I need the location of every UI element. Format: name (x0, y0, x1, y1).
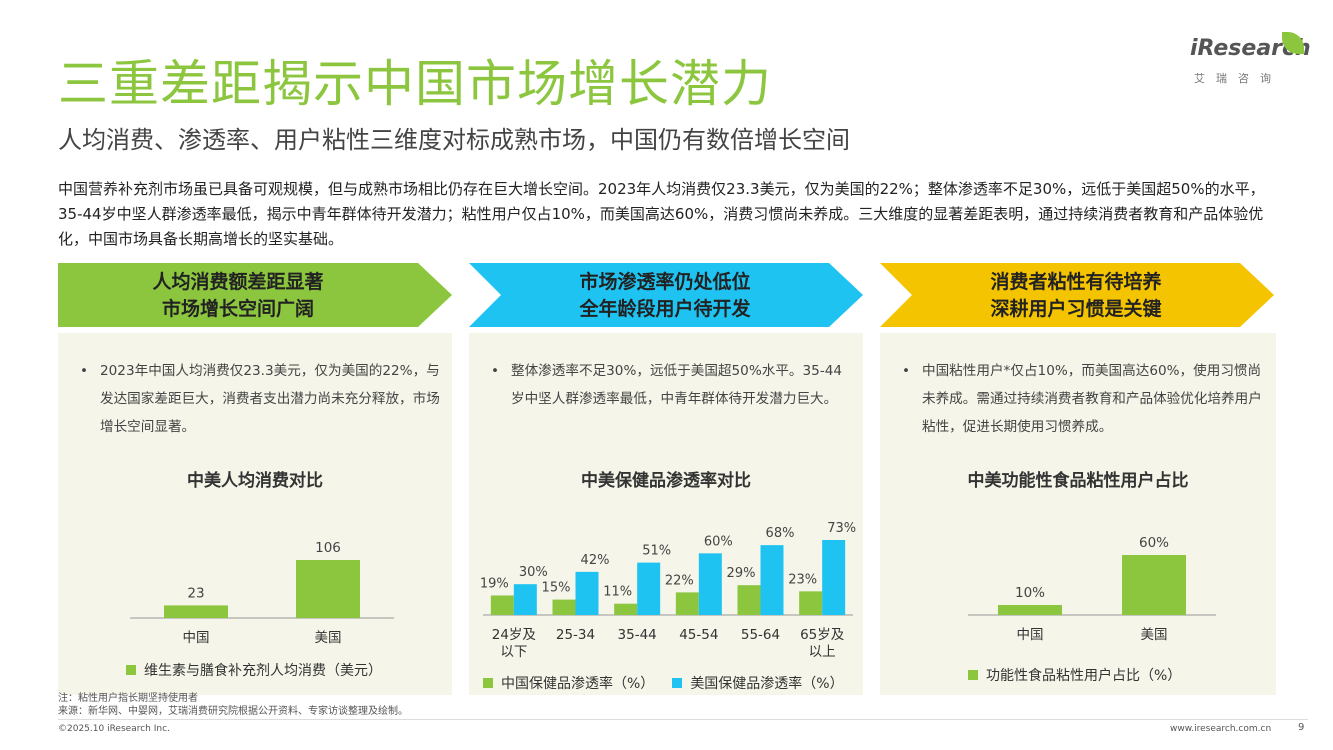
chart-legend: 维生素与膳食补充剂人均消费（美元） (126, 660, 382, 680)
bar-china-0 (164, 605, 228, 618)
bullet-text: • 整体渗透率不足30%，远低于美国超50%水平。35-44岁中坚人群渗透率最低，… (491, 363, 843, 407)
category-label: 美国 (315, 630, 342, 646)
data-label: 22% (665, 573, 694, 588)
legend-swatch-green (126, 665, 136, 675)
bar-china-3 (675, 592, 699, 615)
category-label: 中国 (183, 630, 210, 646)
category-label: 25-34 (556, 627, 595, 643)
legend-swatch-blue (672, 678, 683, 688)
data-label: 23 (187, 585, 204, 601)
bullet-text: • 中国粘性用户*仅占10%，而美国高达60%，使用习惯尚未养成。需通过持续消费者… (902, 363, 1262, 435)
category-label: 45-54 (679, 627, 718, 643)
data-label: 11% (603, 585, 632, 600)
data-label: 19% (480, 576, 509, 591)
data-label: 23% (788, 572, 817, 587)
bar-china-0 (998, 605, 1062, 615)
legend-label: 维生素与膳食补充剂人均消费（美元） (144, 663, 382, 679)
banner-line-2: 全年龄段用户待开发 (579, 298, 751, 320)
bar-us-1 (575, 571, 599, 615)
legend-swatch-green (483, 678, 493, 688)
banner-line-2: 市场增长空间广阔 (161, 298, 314, 320)
category-label: 55-64 (741, 627, 780, 643)
copyright: ©2025.10 iResearch Inc. (58, 724, 170, 734)
category-label: 美国 (1141, 627, 1168, 643)
page-title: 三重差距揭示中国市场增长潜力 (58, 55, 772, 113)
website-link[interactable]: www.iresearch.com.cn (1170, 724, 1272, 734)
category-label: 以下 (500, 644, 527, 660)
banner-consumption: 人均消费额差距显著 市场增长空间广阔 (58, 263, 454, 327)
banner-arrow-yellow (880, 263, 1274, 327)
chart-sticky-users: 10% 中国 60% 美国 (968, 535, 1216, 643)
data-label: 68% (766, 526, 795, 541)
bar-us-5 (822, 540, 846, 615)
banner-stickiness: 消费者粘性有待培养 深耕用户习惯是关键 (880, 263, 1276, 327)
bar-china-4 (737, 585, 761, 615)
banner-line-2: 深耕用户习惯是关键 (990, 298, 1162, 320)
category-label: 以上 (809, 644, 836, 660)
bar-us-4 (760, 545, 784, 615)
banner-line-1: 消费者粘性有待培养 (990, 271, 1162, 293)
page-subtitle: 人均消费、渗透率、用户粘性三维度对标成熟市场，中国仍有数倍增长空间 (58, 126, 850, 154)
bar-china-1 (296, 560, 360, 618)
chart-legend: 功能性食品粘性用户占比（%） (968, 665, 1181, 685)
legend-swatch-green (968, 670, 978, 680)
data-label: 51% (642, 544, 671, 559)
leaf-icon (1282, 32, 1304, 54)
page-number: 9 (1298, 722, 1305, 733)
category-label: 中国 (1017, 627, 1044, 643)
chart-per-capita-consumption: 23 中国 106 美国 (130, 540, 394, 646)
data-label: 15% (542, 581, 571, 596)
chart-legend: 中国保健品渗透率（%） 美国保健品渗透率（%） (483, 673, 844, 693)
banner-line-1: 市场渗透率仍处低位 (579, 271, 751, 293)
bar-china-5 (799, 591, 823, 615)
bar-china-1 (1122, 555, 1186, 615)
legend-label-china: 中国保健品渗透率（%） (501, 676, 655, 692)
footer-divider (58, 719, 1308, 720)
bar-china-1 (552, 599, 576, 615)
legend-label: 功能性食品粘性用户占比（%） (986, 668, 1182, 684)
banner-line-1: 人均消费额差距显著 (152, 271, 324, 293)
panel-stickiness: • 中国粘性用户*仅占10%，而美国高达60%，使用习惯尚未养成。需通过持续消费者… (880, 333, 1276, 695)
footnote-note: 注：粘性用户指长期坚持使用者 (58, 693, 198, 704)
footnote-source: 来源：新华网、中婴网，艾瑞消费研究院根据公开资料、专家访谈整理及绘制。 (58, 706, 408, 717)
panel-penetration: • 整体渗透率不足30%，远低于美国超50%水平。35-44岁中坚人群渗透率最低，… (469, 333, 863, 695)
data-label: 73% (827, 521, 856, 536)
legend-label-us: 美国保健品渗透率（%） (690, 676, 844, 692)
chart-title: 中美功能性食品粘性用户占比 (967, 471, 1189, 491)
bar-us-3 (698, 553, 722, 615)
category-label: 24岁及 (492, 627, 537, 643)
category-label: 65岁及 (800, 627, 845, 643)
data-label: 60% (1139, 535, 1169, 551)
chart-title: 中美人均消费对比 (187, 471, 323, 491)
data-label: 42% (581, 553, 610, 568)
data-label: 10% (1015, 585, 1045, 601)
data-label: 60% (704, 534, 733, 549)
banner-arrow-blue (469, 263, 863, 327)
logo-chinese: 艾瑞咨询 (1194, 72, 1282, 85)
category-label: 35-44 (618, 627, 657, 643)
banner-penetration: 市场渗透率仍处低位 全年龄段用户待开发 (469, 263, 865, 327)
panel-consumption: • 2023年中国人均消费仅23.3美元，仅为美国的22%，与发达国家差距巨大，消… (58, 333, 452, 695)
chart-title: 中美保健品渗透率对比 (581, 471, 751, 491)
data-label: 30% (519, 565, 548, 580)
banner-arrow-green (58, 263, 452, 327)
iresearch-logo: iResearch 艾瑞咨询 (1190, 32, 1311, 91)
intro-paragraph: 中国营养补充剂市场虽已具备可观规模，但与成熟市场相比仍存在巨大增长空间。2023… (58, 180, 1265, 248)
bar-china-2 (614, 603, 638, 615)
bullet-text: • 2023年中国人均消费仅23.3美元，仅为美国的22%，与发达国家差距巨大，消… (80, 363, 440, 435)
footnotes: 注：粘性用户指长期坚持使用者 来源：新华网、中婴网，艾瑞消费研究院根据公开资料、… (58, 692, 408, 718)
data-label: 106 (315, 540, 341, 556)
data-label: 29% (727, 566, 756, 581)
bar-us-0 (513, 584, 537, 615)
bar-us-2 (637, 562, 661, 615)
bar-china-0 (490, 595, 514, 615)
